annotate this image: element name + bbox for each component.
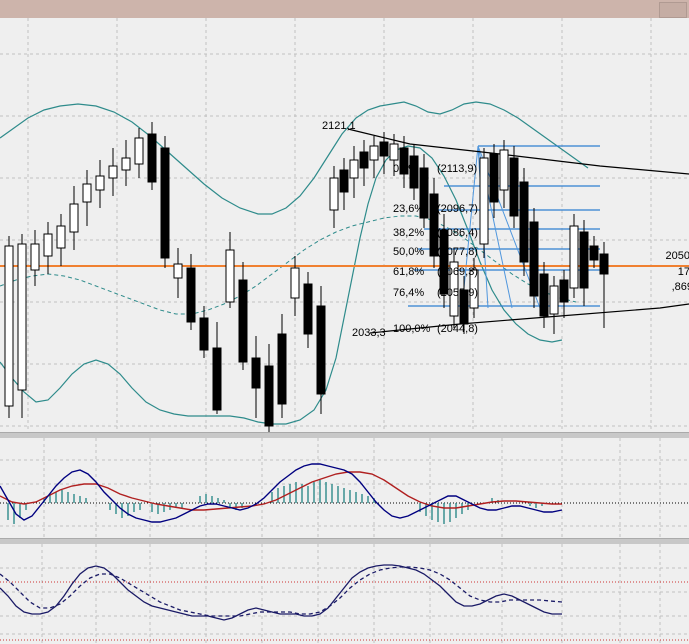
fibonacci-label-row: 23,6% (2096,7) bbox=[393, 204, 478, 215]
fibonacci-label-row: 100,0% (2044,8) bbox=[393, 324, 478, 335]
fibonacci-price: (2069,3) bbox=[437, 266, 478, 278]
price-axis-label: 17, bbox=[677, 266, 689, 278]
price-panel[interactable]: 2121,1 2033,3 0,0% (2113,9) 23,6% (2096,7) 3… bbox=[0, 18, 689, 432]
fibonacci-percent: 100,0% bbox=[393, 323, 431, 335]
grid-lines bbox=[0, 18, 689, 432]
macd-fast-line bbox=[0, 463, 563, 523]
stoch-threshold-lines bbox=[0, 581, 689, 641]
fibonacci-label-row: 61,8% (2069,3) bbox=[393, 267, 478, 278]
stochastic-panel[interactable] bbox=[0, 544, 689, 644]
stochastic-chart-svg bbox=[0, 544, 689, 644]
price-chart-svg bbox=[0, 18, 689, 432]
fibonacci-price: (2086,4) bbox=[437, 227, 478, 239]
macd-chart-svg bbox=[0, 438, 689, 538]
fibonacci-label-row: 0,0% (2113,9) bbox=[393, 164, 477, 175]
fibonacci-percent: 0,0% bbox=[393, 163, 419, 175]
fibonacci-percent: 38,2% bbox=[393, 227, 425, 239]
macd-signal-line bbox=[0, 471, 562, 511]
bollinger-upper-band bbox=[0, 101, 589, 215]
fibonacci-price: (2077,8) bbox=[437, 246, 478, 258]
fibonacci-percent: 23,6% bbox=[393, 203, 425, 215]
fibonacci-price: (2055,9) bbox=[437, 287, 478, 299]
fibonacci-percent: 61,8% bbox=[393, 266, 425, 278]
swing-low-label: 2033,3 bbox=[352, 327, 386, 339]
macd-panel[interactable] bbox=[0, 438, 689, 538]
fibonacci-percent: 76,4% bbox=[393, 287, 425, 299]
fibonacci-price: (2113,9) bbox=[437, 163, 478, 175]
fibonacci-label-row: 50,0% (2077,8) bbox=[393, 247, 478, 258]
fibonacci-price: (2096,7) bbox=[437, 203, 478, 215]
candlestick-series bbox=[4, 122, 609, 432]
price-axis-label: ,869 bbox=[671, 281, 689, 293]
macd-grid bbox=[0, 438, 689, 538]
fibonacci-label-row: 76,4% (2055,9) bbox=[393, 288, 478, 299]
swing-high-label: 2121,1 bbox=[322, 120, 356, 132]
window-titlebar bbox=[0, 0, 689, 18]
stoch-grid bbox=[0, 544, 689, 644]
bollinger-lower-band bbox=[0, 145, 563, 425]
fibonacci-price: (2044,8) bbox=[437, 323, 478, 335]
fibonacci-percent: 50,0% bbox=[393, 246, 425, 258]
price-axis-label: 2050, bbox=[665, 250, 689, 262]
bollinger-middle-band bbox=[0, 215, 577, 315]
price-axis-right: 2050, 17, ,869 bbox=[635, 18, 689, 432]
window-control-button[interactable] bbox=[659, 2, 687, 18]
stoch-k-line bbox=[0, 564, 562, 621]
fibonacci-label-row: 38,2% (2086,4) bbox=[393, 228, 478, 239]
